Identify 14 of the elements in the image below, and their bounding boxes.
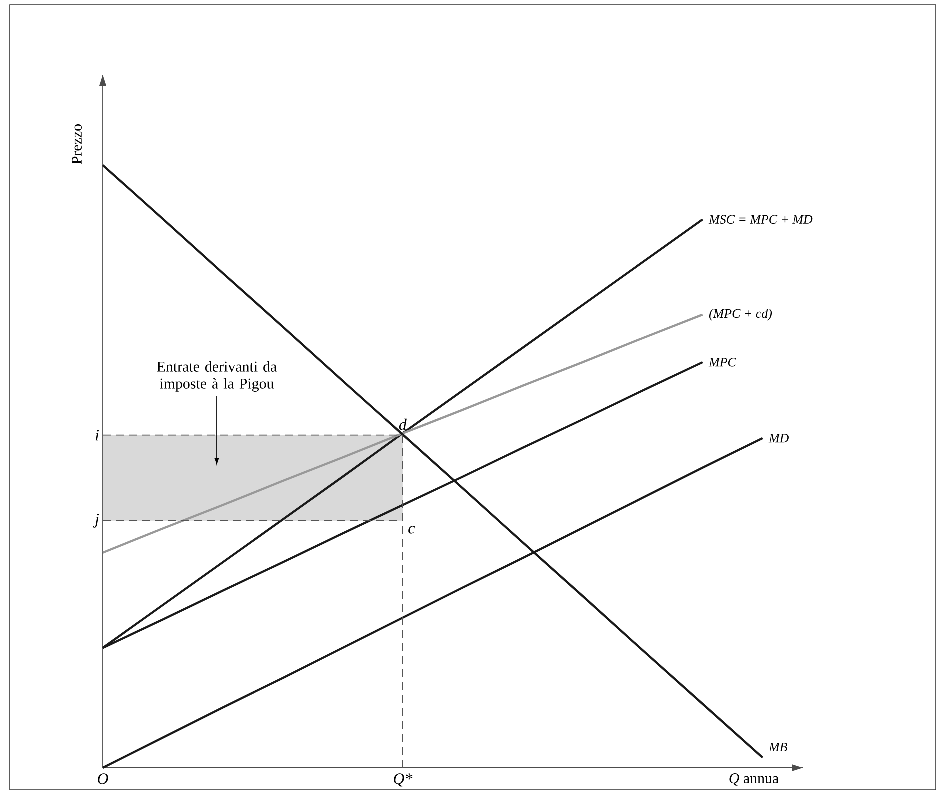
series-label: MD [768, 434, 789, 443]
x-tick-label: Q* [394, 774, 413, 787]
band-label: Entrate derivanti da imposte à la Pigou [157, 361, 277, 392]
ref-line-label: j [93, 514, 100, 528]
series-label: (MPC + cd) [709, 308, 772, 321]
annotation: d [399, 418, 407, 430]
series-label: MSC = MPC + MD [708, 215, 813, 224]
x-tick-label: O [98, 774, 108, 784]
ref-line-label: i [96, 430, 100, 441]
series-label: MPC [708, 358, 737, 367]
y-axis-title: Prezzo [72, 124, 82, 164]
series-label: MB [768, 743, 788, 752]
annotation: c [408, 526, 416, 534]
x-axis-title: Q annua [730, 774, 779, 786]
